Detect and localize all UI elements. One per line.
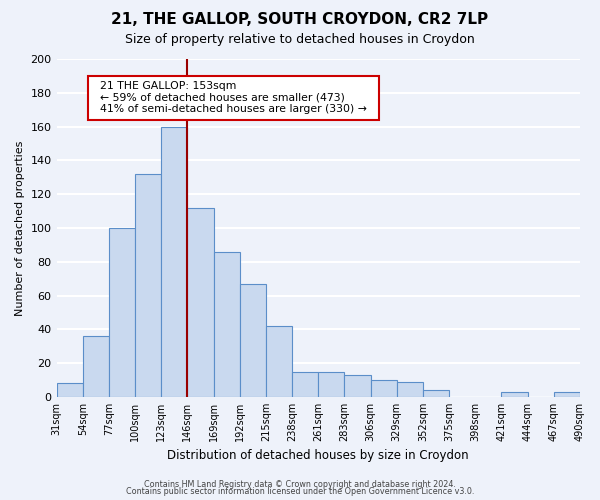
Bar <box>109 228 135 397</box>
Bar <box>423 390 449 397</box>
Bar <box>371 380 397 397</box>
Text: Size of property relative to detached houses in Croydon: Size of property relative to detached ho… <box>125 32 475 46</box>
Text: 21, THE GALLOP, SOUTH CROYDON, CR2 7LP: 21, THE GALLOP, SOUTH CROYDON, CR2 7LP <box>112 12 488 28</box>
Bar <box>135 174 161 397</box>
Bar <box>187 208 214 397</box>
Bar <box>344 375 371 397</box>
X-axis label: Distribution of detached houses by size in Croydon: Distribution of detached houses by size … <box>167 450 469 462</box>
Bar <box>554 392 580 397</box>
Bar <box>240 284 266 397</box>
Bar <box>292 372 318 397</box>
Text: 21 THE GALLOP: 153sqm
  ← 59% of detached houses are smaller (473)
  41% of semi: 21 THE GALLOP: 153sqm ← 59% of detached … <box>93 81 374 114</box>
Text: Contains public sector information licensed under the Open Government Licence v3: Contains public sector information licen… <box>126 488 474 496</box>
Bar <box>318 372 344 397</box>
Bar <box>266 326 292 397</box>
Bar <box>56 384 83 397</box>
Bar <box>397 382 423 397</box>
Bar <box>502 392 527 397</box>
Bar <box>83 336 109 397</box>
Y-axis label: Number of detached properties: Number of detached properties <box>15 140 25 316</box>
Text: Contains HM Land Registry data © Crown copyright and database right 2024.: Contains HM Land Registry data © Crown c… <box>144 480 456 489</box>
Bar <box>214 252 240 397</box>
Bar <box>161 126 187 397</box>
